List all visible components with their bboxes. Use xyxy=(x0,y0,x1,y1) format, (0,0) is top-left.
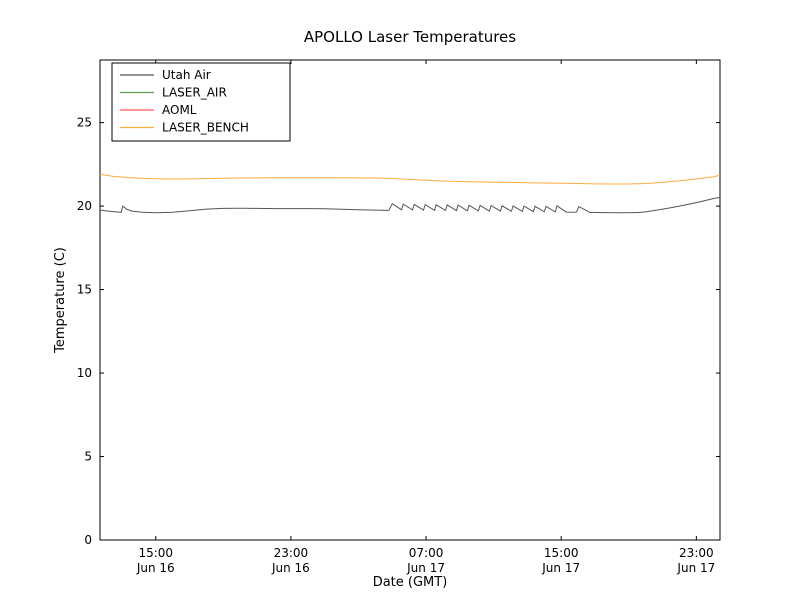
x-tick-time-label: 23:00 xyxy=(274,546,309,560)
series-line-laser-bench xyxy=(99,173,721,185)
y-tick-label: 5 xyxy=(84,450,92,464)
x-tick-date-label: Jun 17 xyxy=(541,561,580,575)
plot-border xyxy=(99,59,721,541)
x-tick-time-label: 23:00 xyxy=(679,546,714,560)
legend-label-utah-air: Utah Air xyxy=(162,68,211,82)
chart-title: APOLLO Laser Temperatures xyxy=(304,28,516,46)
series-line-utah-air xyxy=(99,196,721,214)
legend-label-laser-air: LASER_AIR xyxy=(162,86,227,100)
y-tick-label: 0 xyxy=(84,533,92,547)
y-axis-label: Temperature (C) xyxy=(53,247,68,354)
legend-label-laser-bench: LASER_BENCH xyxy=(162,121,249,135)
x-tick-date-label: Jun 17 xyxy=(406,561,445,575)
y-tick-label: 15 xyxy=(77,283,92,297)
x-axis-label: Date (GMT) xyxy=(373,575,448,590)
x-tick-time-label: 15:00 xyxy=(544,546,579,560)
x-tick-time-label: 07:00 xyxy=(409,546,444,560)
x-tick-date-label: Jun 16 xyxy=(136,561,175,575)
x-tick-date-label: Jun 16 xyxy=(271,561,310,575)
y-tick-label: 25 xyxy=(77,116,92,130)
x-tick-time-label: 15:00 xyxy=(138,546,173,560)
x-tick-date-label: Jun 17 xyxy=(676,561,715,575)
y-tick-label: 20 xyxy=(77,199,92,213)
legend-label-aoml: AOML xyxy=(162,103,197,117)
y-tick-label: 10 xyxy=(77,366,92,380)
